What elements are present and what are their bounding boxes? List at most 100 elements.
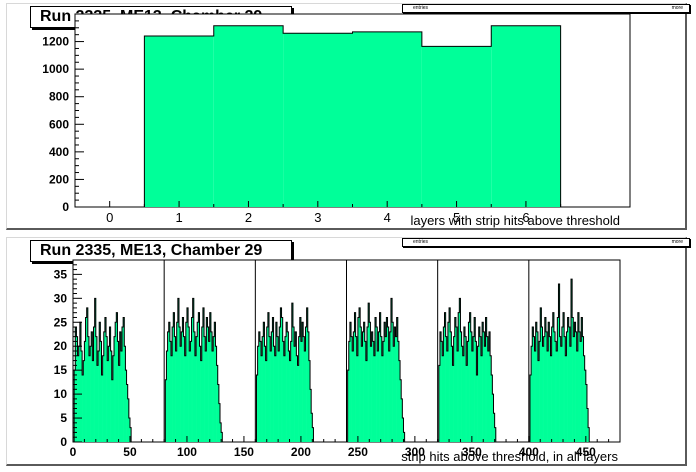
bar [457, 351, 459, 442]
stats-value: more [671, 239, 683, 245]
bar [261, 355, 263, 442]
x-tick-label: 3 [314, 210, 321, 225]
bar [109, 327, 111, 442]
bar [112, 355, 115, 442]
bar [555, 341, 557, 442]
bar [257, 346, 260, 442]
bar [544, 317, 547, 442]
stats-label: entries [413, 239, 429, 245]
stats-value: more [671, 5, 683, 11]
bar [376, 327, 378, 442]
bar [82, 374, 84, 442]
bar [421, 46, 492, 208]
bar [566, 331, 568, 442]
bar [104, 317, 107, 442]
bar [294, 346, 296, 442]
bar [491, 25, 561, 207]
bar [384, 322, 386, 442]
bar [119, 331, 122, 442]
bar [87, 336, 90, 442]
bar [167, 331, 170, 442]
bar [550, 355, 552, 442]
bar [568, 327, 571, 442]
bar [364, 341, 367, 442]
bar [198, 312, 200, 442]
bar [180, 346, 182, 442]
bar [386, 317, 388, 442]
stats-box: entries more [402, 4, 690, 13]
bar [351, 336, 353, 442]
bar [189, 351, 191, 442]
bar [310, 389, 312, 442]
bar [452, 365, 454, 442]
bar [267, 312, 270, 442]
bar [486, 336, 489, 442]
y-tick-label: 800 [49, 90, 69, 104]
bar [532, 327, 534, 442]
bar [545, 331, 548, 442]
bar [535, 322, 538, 442]
bar [298, 336, 301, 442]
histogram-outline [164, 297, 223, 442]
bar [300, 341, 303, 442]
y-tick-label: 400 [49, 145, 69, 159]
bar [368, 303, 370, 442]
bar [451, 346, 453, 442]
bar [191, 317, 193, 442]
bar [275, 322, 278, 442]
bar [352, 31, 422, 207]
bar [213, 336, 215, 442]
bar [184, 355, 187, 442]
bar [215, 346, 217, 442]
bar [199, 346, 201, 442]
bar [531, 346, 533, 442]
bar [210, 331, 213, 442]
bar [274, 355, 277, 442]
bar [291, 303, 294, 442]
x-tick-label: 350 [462, 445, 482, 459]
x-tick-label: 450 [576, 445, 596, 459]
bar [212, 351, 214, 442]
bar [169, 341, 172, 442]
bar [297, 365, 299, 442]
bar [273, 346, 276, 442]
bar [168, 322, 171, 442]
bar [283, 33, 353, 207]
bar [115, 322, 117, 442]
bar [382, 341, 385, 442]
bar [263, 322, 265, 442]
bar [217, 384, 220, 442]
bar [272, 317, 274, 442]
bar [186, 307, 189, 442]
bar [547, 351, 549, 442]
bar [278, 351, 280, 442]
bar [193, 331, 196, 442]
bar [582, 336, 584, 442]
bar [374, 317, 377, 442]
y-tick-label: 0 [62, 200, 69, 214]
bar [91, 331, 93, 442]
bar [459, 298, 461, 442]
bar [395, 336, 397, 442]
bar [197, 322, 199, 442]
bar [371, 331, 374, 442]
x-tick-label: 0 [70, 445, 77, 459]
bar [90, 346, 92, 442]
bar [106, 336, 108, 442]
bar [107, 360, 109, 442]
bar [99, 322, 101, 442]
bar [356, 355, 359, 442]
bar [96, 365, 99, 442]
bar [468, 322, 470, 442]
y-tick-label: 1200 [42, 35, 69, 49]
bar [400, 379, 402, 442]
y-tick-label: 5 [60, 411, 67, 425]
bar [100, 341, 102, 442]
bar [463, 327, 466, 442]
bar [462, 355, 465, 442]
bar [83, 360, 85, 442]
bar [360, 327, 362, 442]
bar [305, 327, 307, 442]
x-tick-label: 150 [234, 445, 254, 459]
